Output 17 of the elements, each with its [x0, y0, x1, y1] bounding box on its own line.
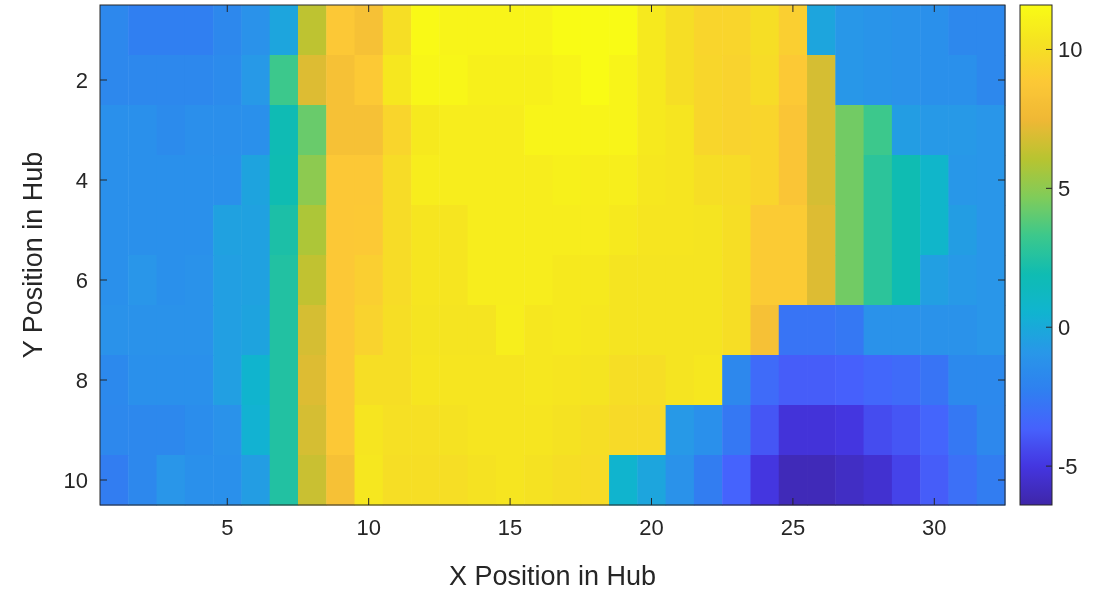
x-axis-title: X Position in Hub	[448, 561, 657, 591]
x-tick-label: 5	[221, 515, 234, 540]
y-tick-label: 8	[75, 368, 88, 393]
color-bar-label: -5	[1058, 454, 1078, 480]
x-tick-label: 25	[780, 515, 806, 540]
y-axis-title: Y Position in Hub	[18, 151, 48, 359]
y-tick-label: 4	[75, 168, 88, 193]
color-bar-label: 10	[1058, 37, 1083, 63]
color-bar-label: 0	[1058, 315, 1071, 341]
y-tick-label: 2	[75, 68, 88, 93]
x-tick-label: 10	[356, 515, 381, 540]
y-tick-label: 6	[75, 268, 88, 293]
y-tick-label: 10	[63, 468, 88, 493]
x-tick-label: 15	[497, 515, 523, 540]
x-tick-label: 30	[922, 515, 947, 540]
color-bar-label: 5	[1058, 176, 1071, 202]
x-tick-label: 20	[639, 515, 664, 540]
